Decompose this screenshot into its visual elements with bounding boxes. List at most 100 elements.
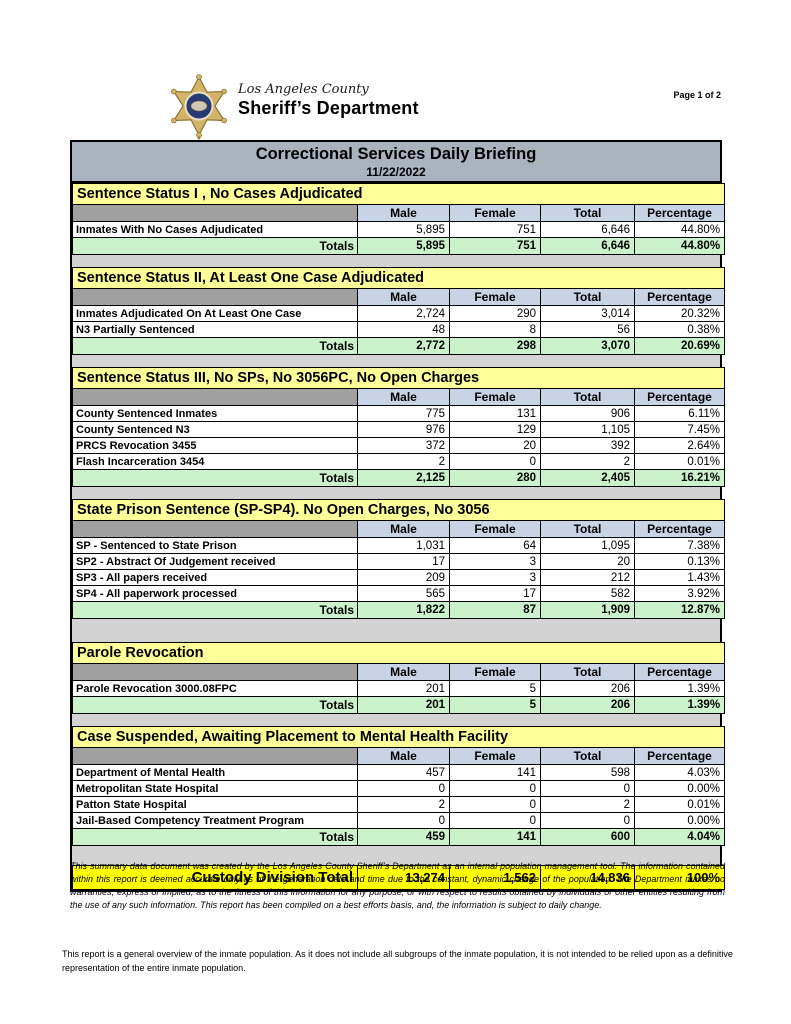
totals-label: Totals	[72, 237, 358, 255]
totals-value-total: 6,646	[540, 237, 635, 255]
data-row: Inmates Adjudicated On At Least One Case…	[72, 305, 726, 322]
row-value-male: 976	[357, 421, 450, 438]
row-value-male: 1,031	[357, 537, 450, 554]
column-header-percentage: Percentage	[633, 204, 726, 222]
column-header-total: Total	[540, 520, 635, 538]
totals-value-pct: 1.39%	[633, 696, 726, 714]
data-row: Metropolitan State Hospital 0 0 0 0.00%	[72, 780, 725, 797]
row-value-total: 56	[540, 321, 635, 338]
column-header-male: Male	[357, 288, 450, 306]
totals-value-pct: 20.69%	[633, 337, 726, 355]
totals-value-male: 2,125	[357, 469, 450, 487]
row-value-male: 48	[357, 321, 450, 338]
column-header-male: Male	[357, 204, 450, 222]
row-label: PRCS Revocation 3455	[72, 437, 358, 454]
grand-total-percentage: 100%	[634, 865, 725, 890]
totals-value-pct: 16.21%	[634, 469, 725, 487]
section-title-row: Sentence Status I , No Cases Adjudicated	[71, 183, 726, 205]
column-header-total: Total	[540, 663, 635, 681]
grand-total-male: 13,274	[357, 865, 450, 890]
data-row: Flash Incarceration 3454 2 0 2 0.01%	[72, 453, 725, 470]
blank-header-cell	[72, 663, 358, 681]
totals-value-male: 2,772	[357, 337, 450, 355]
data-row: County Sentenced N3 976 129 1,105 7.45%	[72, 421, 725, 438]
column-header-percentage: Percentage	[633, 288, 726, 306]
totals-value-male: 201	[357, 696, 450, 714]
column-header-female: Female	[449, 204, 541, 222]
totals-value-male: 459	[357, 828, 450, 846]
totals-value-pct: 44.80%	[633, 237, 726, 255]
report-date: 11/22/2022	[366, 165, 426, 179]
column-header-female: Female	[449, 388, 541, 406]
report-title: Correctional Services Daily Briefing	[255, 145, 537, 163]
totals-value-female: 280	[449, 469, 541, 487]
row-value-total: 906	[540, 405, 635, 422]
blank-header-cell	[72, 520, 358, 538]
row-label: SP4 - All paperwork processed	[72, 585, 358, 602]
row-value-male: 0	[357, 780, 450, 797]
spacer	[72, 355, 720, 367]
row-label: Parole Revocation 3000.08FPC	[72, 680, 358, 697]
row-value-total: 206	[540, 680, 635, 697]
column-header-male: Male	[357, 388, 450, 406]
page-header: Los Angeles County Sheriff’s Department …	[0, 72, 791, 140]
totals-value-female: 87	[449, 601, 541, 619]
data-row: Jail-Based Competency Treatment Program 0…	[72, 812, 725, 829]
row-value-female: 141	[449, 764, 541, 781]
totals-row: Totals 1,822 87 1,909 12.87%	[72, 601, 726, 619]
grand-total-total: 14,836	[540, 865, 635, 890]
row-label: County Sentenced N3	[72, 421, 358, 438]
column-header-row: Male Female Total Percentage	[72, 288, 726, 306]
totals-label: Totals	[72, 337, 358, 355]
column-header-female: Female	[449, 288, 541, 306]
column-header-total: Total	[540, 288, 635, 306]
column-header-female: Female	[449, 663, 541, 681]
sections-container: Sentence Status I , No Cases Adjudicated…	[71, 183, 726, 846]
section-title-row: Case Suspended, Awaiting Placement to Me…	[72, 726, 725, 748]
totals-label: Totals	[72, 828, 358, 846]
data-row: SP4 - All paperwork processed 565 17 582 3.9…	[72, 585, 726, 602]
data-row: SP2 - Abstract Of Judgement received 17 3 2…	[72, 553, 726, 570]
row-value-total: 2	[540, 453, 635, 470]
brand-county: Los Angeles County	[238, 82, 369, 97]
report-title-bar: Correctional Services Daily Briefing 11/…	[72, 142, 720, 183]
row-value-female: 17	[449, 585, 541, 602]
section-title: Sentence Status I , No Cases Adjudicated	[71, 183, 726, 205]
row-value-total: 582	[540, 585, 635, 602]
row-value-total: 3,014	[540, 305, 635, 322]
section-title-row: State Prison Sentence (SP-SP4). No Open …	[71, 499, 726, 521]
row-value-male: 2	[357, 796, 450, 813]
totals-value-female: 751	[449, 237, 541, 255]
row-value-male: 201	[357, 680, 450, 697]
row-value-female: 131	[449, 405, 541, 422]
row-value-female: 290	[449, 305, 541, 322]
totals-row: Totals 459 141 600 4.04%	[72, 828, 725, 846]
row-value-pct: 0.38%	[633, 321, 726, 338]
data-row: Inmates With No Cases Adjudicated 5,895 75…	[72, 221, 726, 238]
row-value-total: 1,105	[540, 421, 635, 438]
brand-department: Sheriff’s Department	[238, 98, 419, 118]
row-value-female: 3	[449, 569, 541, 586]
totals-value-total: 3,070	[540, 337, 635, 355]
row-value-male: 457	[357, 764, 450, 781]
column-header-total: Total	[540, 747, 635, 765]
row-label: SP2 - Abstract Of Judgement received	[72, 553, 358, 570]
data-row: Patton State Hospital 2 0 2 0.01%	[72, 796, 725, 813]
row-value-total: 1,095	[540, 537, 635, 554]
totals-value-total: 2,405	[540, 469, 635, 487]
section-title-row: Sentence Status III, No SPs, No 3056PC, …	[72, 367, 725, 389]
section-title: State Prison Sentence (SP-SP4). No Open …	[71, 499, 726, 521]
row-value-female: 129	[449, 421, 541, 438]
column-header-row: Male Female Total Percentage	[72, 663, 726, 681]
grand-total-label: Custody Division Total	[72, 865, 358, 890]
totals-row: Totals 2,125 280 2,405 16.21%	[72, 469, 725, 487]
blank-header-cell	[72, 747, 358, 765]
column-header-percentage: Percentage	[634, 388, 725, 406]
totals-label: Totals	[72, 696, 358, 714]
row-value-pct: 0.13%	[633, 553, 726, 570]
section-table: Parole Revocation Male Female Total Percenta…	[71, 642, 726, 714]
row-value-pct: 1.43%	[633, 569, 726, 586]
row-value-total: 598	[540, 764, 635, 781]
row-value-male: 209	[357, 569, 450, 586]
totals-value-total: 206	[540, 696, 635, 714]
